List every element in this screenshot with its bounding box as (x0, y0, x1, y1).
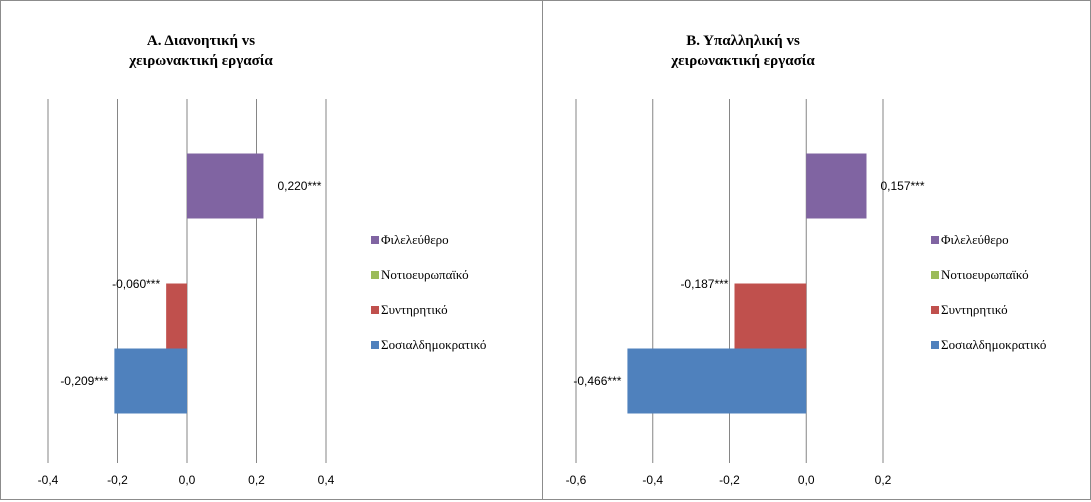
chart-b-svg: Β. Υπαλληλική vs χειρωνακτική εργασία -0,6… (566, 33, 1047, 487)
chart-a-tick-label: 0,4 (318, 473, 335, 487)
chart-a-data-label: 0,220*** (277, 179, 321, 193)
chart-panel-a: Α. Διανοητική vs χειρωνακτική εργασία -0,4… (0, 0, 543, 500)
chart-a-legend-label: Σοσιαλδημοκρατικό (381, 337, 486, 352)
chart-b-legend-label: Σοσιαλδημοκρατικό (941, 337, 1046, 352)
chart-b-legend-swatch (931, 341, 939, 349)
chart-a-data-label: -0,209*** (60, 374, 108, 388)
chart-b-bar-0 (806, 153, 867, 219)
chart-a-legend-swatch (371, 306, 379, 314)
chart-a-legend-label: Συντηρητικό (381, 302, 448, 317)
chart-a-tick-label: -0,4 (38, 473, 59, 487)
chart-b-legend-label: Συντηρητικό (941, 302, 1008, 317)
chart-a-legend-swatch (371, 271, 379, 279)
chart-b-legend-label: Φιλελεύθερο (941, 232, 1009, 247)
chart-b-legend-label: Νοτιοευρωπαϊκό (941, 267, 1029, 282)
chart-a-tick-label: 0,2 (248, 473, 265, 487)
chart-a-title: Α. Διανοητική vs χειρωνακτική εργασία (128, 33, 273, 69)
chart-a-bar-2 (166, 283, 187, 349)
chart-a-tick-label: 0,0 (179, 473, 196, 487)
chart-b-bar-2 (734, 283, 807, 349)
chart-b-legend-swatch (931, 271, 939, 279)
chart-b-title: Β. Υπαλληλική vs χειρωνακτική εργασία (670, 33, 815, 69)
chart-b-tick-label: -0,4 (642, 473, 663, 487)
chart-panel-b: Β. Υπαλληλική vs χειρωνακτική εργασία -0,6… (542, 0, 1091, 500)
chart-b-tick-label: -0,2 (719, 473, 740, 487)
chart-b-tick-label: -0,6 (566, 473, 587, 487)
chart-b-tick-label: 0,2 (875, 473, 892, 487)
chart-b-legend-swatch (931, 306, 939, 314)
chart-a-data-label: -0,060*** (112, 277, 160, 291)
chart-a-svg: Α. Διανοητική vs χειρωνακτική εργασία -0,4… (38, 33, 487, 487)
chart-a-tick-label: -0,2 (107, 473, 128, 487)
chart-b-tick-label: 0,0 (798, 473, 815, 487)
chart-a-bar-0 (187, 153, 264, 219)
chart-a-legend-label: Φιλελεύθερο (381, 232, 449, 247)
chart-b-data-label: -0,466*** (573, 374, 621, 388)
chart-a-bar-3 (114, 348, 187, 414)
chart-b-legend-swatch (931, 236, 939, 244)
chart-a-legend-swatch (371, 341, 379, 349)
chart-b-bar-3 (627, 348, 807, 414)
chart-b-data-label: -0,187*** (680, 277, 728, 291)
chart-a-legend-swatch (371, 236, 379, 244)
chart-a-legend-label: Νοτιοευρωπαϊκό (381, 267, 469, 282)
chart-b-data-label: 0,157*** (880, 179, 924, 193)
